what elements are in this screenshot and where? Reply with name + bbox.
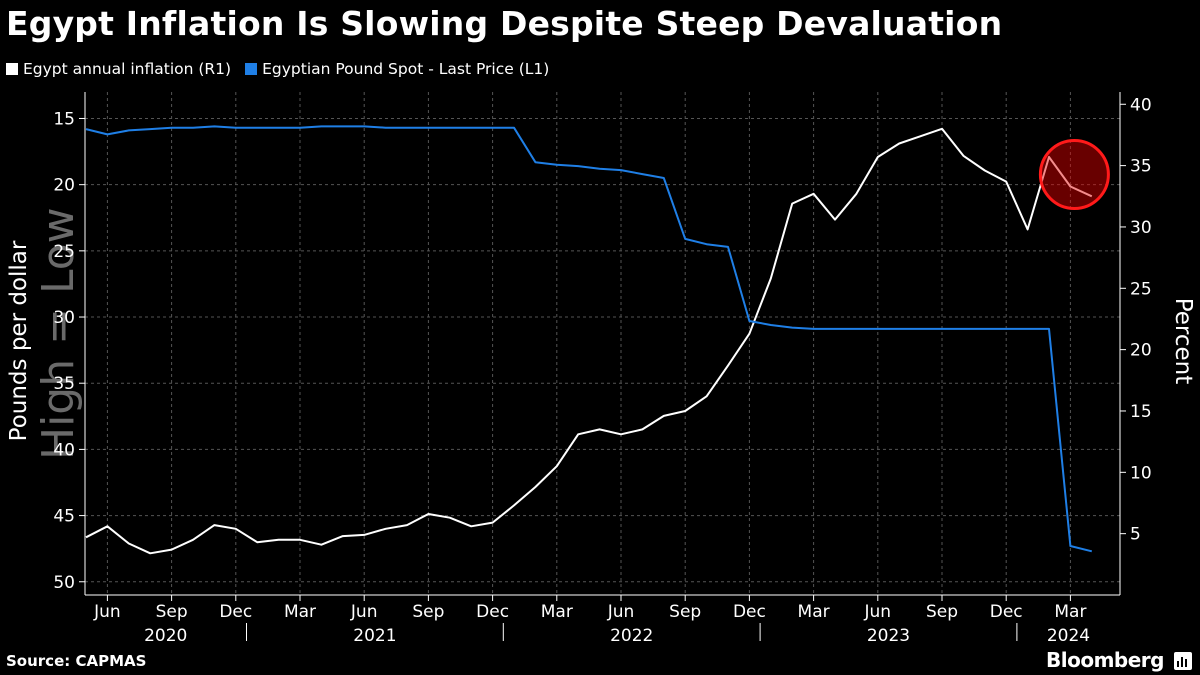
right-axis-title: Percent bbox=[1170, 298, 1196, 385]
right-tick-label: 25 bbox=[1130, 279, 1152, 299]
inflation-series-line bbox=[85, 127, 1093, 555]
x-month-label: Dec bbox=[476, 602, 509, 622]
x-month-label: Mar bbox=[541, 602, 573, 622]
x-year-label: 2021 bbox=[353, 626, 396, 646]
bloomberg-logo-text: Bloomberg bbox=[1046, 648, 1164, 672]
x-month-label: Mar bbox=[1054, 602, 1086, 622]
x-month-label: Jun bbox=[864, 602, 892, 622]
right-tick-label: 20 bbox=[1130, 341, 1152, 361]
legend-item-inflation[interactable]: Egypt annual inflation (R1) bbox=[6, 60, 231, 78]
watermark-text: High = Low bbox=[33, 207, 84, 460]
legend: Egypt annual inflation (R1) Egyptian Pou… bbox=[6, 60, 563, 78]
bloomberg-chart-icon bbox=[1174, 652, 1192, 670]
right-tick-label: 10 bbox=[1130, 463, 1152, 483]
x-month-label: Jun bbox=[350, 602, 378, 622]
gridlines bbox=[85, 92, 1120, 595]
x-year-label: 2020 bbox=[144, 626, 187, 646]
right-tick-label: 35 bbox=[1130, 157, 1152, 177]
chart-title: Egypt Inflation Is Slowing Despite Steep… bbox=[6, 4, 1003, 43]
left-tick-label: 40 bbox=[53, 440, 75, 460]
left-axis-tick-labels: 15 20 25 30 35 40 45 50 bbox=[53, 109, 75, 592]
left-tick-label: 25 bbox=[53, 242, 75, 262]
left-tick-label: 20 bbox=[53, 176, 75, 196]
x-year-label: 2023 bbox=[867, 626, 910, 646]
right-tick-label: 5 bbox=[1130, 525, 1141, 545]
x-year-label: 2022 bbox=[610, 626, 653, 646]
series-lines bbox=[85, 125, 1093, 555]
x-month-label: Dec bbox=[219, 602, 252, 622]
left-tick-label: 30 bbox=[53, 308, 75, 328]
legend-swatch-inflation bbox=[6, 63, 18, 75]
x-month-label: Dec bbox=[990, 602, 1023, 622]
x-month-label: Dec bbox=[733, 602, 766, 622]
axes bbox=[79, 92, 1126, 641]
legend-label-inflation: Egypt annual inflation (R1) bbox=[23, 60, 232, 78]
x-month-label: Sep bbox=[926, 602, 958, 622]
left-axis-title: Pounds per dollar bbox=[6, 240, 32, 441]
left-tick-label: 50 bbox=[53, 573, 75, 593]
left-tick-label: 35 bbox=[53, 374, 75, 394]
x-month-label: Mar bbox=[798, 602, 830, 622]
x-axis-labels: Jun Sep Dec Mar Jun Sep Dec Mar Jun Sep Dec Mar Jun S… bbox=[93, 602, 1090, 646]
x-month-label: Sep bbox=[412, 602, 444, 622]
x-year-label: 2024 bbox=[1047, 626, 1090, 646]
legend-label-pound: Egyptian Pound Spot - Last Price (L1) bbox=[262, 60, 550, 78]
legend-item-pound[interactable]: Egyptian Pound Spot - Last Price (L1) bbox=[245, 60, 549, 78]
x-month-label: Jun bbox=[93, 602, 121, 622]
right-tick-label: 30 bbox=[1130, 218, 1152, 238]
x-month-label: Mar bbox=[284, 602, 316, 622]
annotations bbox=[1038, 138, 1110, 210]
right-axis-tick-labels: 5 10 15 20 25 30 35 40 bbox=[1130, 95, 1152, 544]
pound-series-line bbox=[85, 125, 1093, 553]
x-month-label: Sep bbox=[669, 602, 701, 622]
left-tick-label: 45 bbox=[53, 507, 75, 527]
highlight-circle bbox=[1038, 138, 1110, 210]
x-month-label: Jun bbox=[607, 602, 635, 622]
right-tick-label: 15 bbox=[1130, 402, 1152, 422]
legend-swatch-pound bbox=[245, 63, 258, 75]
source-note: Source: CAPMAS bbox=[6, 652, 147, 670]
right-tick-label: 40 bbox=[1130, 95, 1152, 115]
left-tick-label: 15 bbox=[53, 109, 75, 129]
x-month-label: Sep bbox=[156, 602, 188, 622]
